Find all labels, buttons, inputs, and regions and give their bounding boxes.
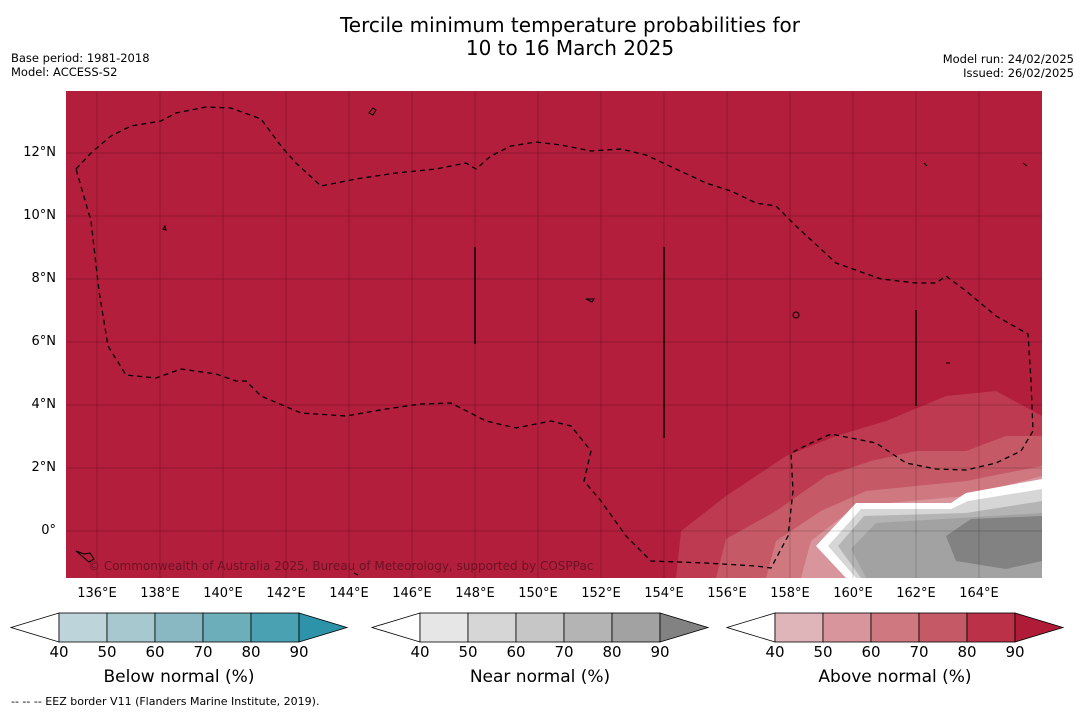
lat-label-2n: 2°N [31, 460, 57, 475]
near-cb-segment [419, 612, 469, 643]
lon-label-158e: 158°E [770, 586, 810, 601]
near-normal-title: Near normal (%) [469, 667, 611, 687]
near-tick-70: 70 [554, 643, 574, 661]
eez-border [75, 106, 1034, 569]
copyright-credit: © Commonwealth of Australia 2025, Bureau… [88, 559, 594, 573]
lon-label-150e: 150°E [518, 586, 558, 601]
lon-label-138e: 138°E [140, 586, 180, 601]
title-line-2: 10 to 16 March 2025 [465, 36, 675, 60]
below-tick-40: 40 [49, 643, 69, 661]
below-cb-segment [202, 612, 252, 643]
near-tick-50: 50 [458, 643, 478, 661]
title-line-1: Tercile minimum temperature probabilitie… [339, 13, 801, 37]
below-tick-90: 90 [289, 643, 309, 661]
below-normal-title: Below normal (%) [103, 667, 255, 687]
above-normal-title: Above normal (%) [818, 667, 972, 687]
above-cb-high-triangle [1014, 612, 1065, 643]
below-cb-low-triangle [10, 612, 60, 643]
above-cb-segment [822, 612, 872, 643]
above-cb-segment [870, 612, 920, 643]
above-tick-70: 70 [909, 643, 929, 661]
below-cb-segment [250, 612, 300, 643]
lon-label-160e: 160°E [833, 586, 873, 601]
below-tick-70: 70 [193, 643, 213, 661]
near-tick-60: 60 [506, 643, 526, 661]
island-outlines [75, 107, 1028, 576]
near-cb-segment [467, 612, 517, 643]
near-tick-80: 80 [602, 643, 622, 661]
lon-label-146e: 146°E [392, 586, 432, 601]
below-cb-segment [106, 612, 156, 643]
lat-label-6n: 6°N [31, 334, 57, 349]
above-tick-50: 50 [813, 643, 833, 661]
near-tick-40: 40 [410, 643, 430, 661]
colorbar-near [371, 612, 710, 643]
lat-label-12n: 12°N [23, 145, 56, 160]
near-cb-segment [515, 612, 565, 643]
eez-footer-note: -- -- -- EEZ border V11 (Flanders Marine… [11, 695, 320, 708]
below-tick-60: 60 [145, 643, 165, 661]
near-cb-segment [611, 612, 661, 643]
lon-label-162e: 162°E [896, 586, 936, 601]
model-name: Model: ACCESS-S2 [11, 65, 118, 79]
lat-label-0: 0° [41, 523, 56, 538]
colorbar-above [726, 612, 1065, 643]
near-cb-high-triangle [659, 612, 710, 643]
lon-label-142e: 142°E [266, 586, 306, 601]
model-run: Model run: 24/02/2025 [942, 52, 1074, 66]
near-cb-segment [563, 612, 613, 643]
near-90-region [946, 516, 1042, 569]
lon-label-156e: 156°E [707, 586, 747, 601]
below-cb-segment [58, 612, 108, 643]
above-tick-60: 60 [861, 643, 881, 661]
below-cb-high-triangle [298, 612, 349, 643]
lon-label-152e: 152°E [581, 586, 621, 601]
base-period: Base period: 1981-2018 [11, 51, 150, 65]
lat-gridlines [66, 152, 1042, 532]
near-tick-90: 90 [650, 643, 670, 661]
above-tick-90: 90 [1005, 643, 1025, 661]
above-cb-segment [918, 612, 968, 643]
probability-map [66, 91, 1042, 578]
above-cb-low-triangle [726, 612, 776, 643]
lon-label-148e: 148°E [455, 586, 495, 601]
lon-label-140e: 140°E [203, 586, 243, 601]
lat-label-8n: 8°N [31, 271, 57, 286]
meta-right: Model run: 24/02/2025 Issued: 26/02/2025 [943, 52, 1074, 80]
lon-label-136e: 136°E [77, 586, 117, 601]
meta-left: Base period: 1981-2018 Model: ACCESS-S2 [11, 51, 150, 79]
above-cb-segment [774, 612, 824, 643]
above-tick-40: 40 [765, 643, 785, 661]
below-tick-50: 50 [97, 643, 117, 661]
lon-label-144e: 144°E [329, 586, 369, 601]
lat-label-4n: 4°N [31, 397, 57, 412]
colorbar-below [10, 612, 349, 643]
lon-label-154e: 154°E [644, 586, 684, 601]
lat-label-10n: 10°N [23, 208, 56, 223]
map-title: Tercile minimum temperature probabilitie… [0, 14, 1085, 60]
below-tick-80: 80 [241, 643, 261, 661]
lon-label-164e: 164°E [959, 586, 999, 601]
above-tick-80: 80 [957, 643, 977, 661]
below-cb-segment [154, 612, 204, 643]
issued-date: Issued: 26/02/2025 [963, 66, 1074, 80]
near-cb-low-triangle [371, 612, 421, 643]
above-cb-segment [966, 612, 1016, 643]
